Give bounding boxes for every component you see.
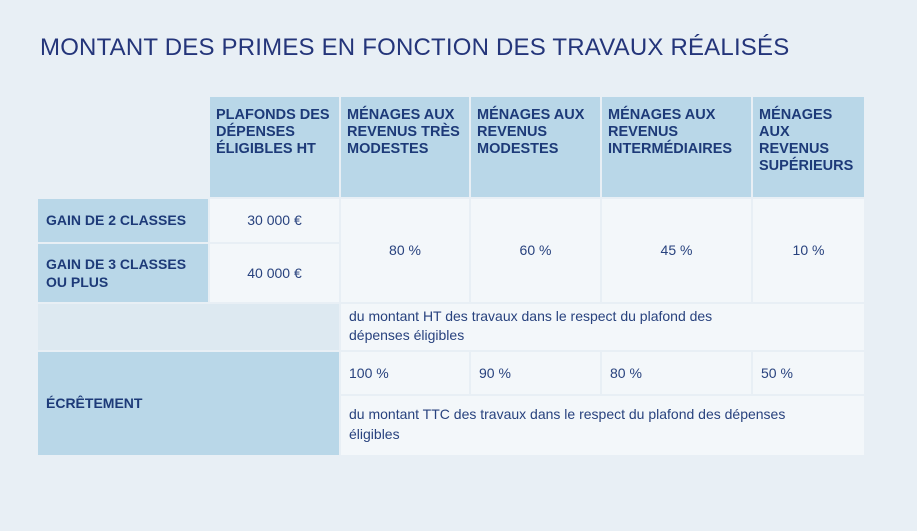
rate-tres-modestes: 80 % <box>341 199 469 302</box>
plafond-gain-3: 40 000 € <box>210 244 339 302</box>
ecretement-modestes: 90 % <box>471 352 600 394</box>
header-plafonds: PLAFONDS DES DÉPENSES ÉLIGIBLES HT <box>210 97 339 197</box>
header-modestes: MÉNAGES AUX REVENUS MODESTES <box>471 97 600 197</box>
header-tres-modestes: MÉNAGES AUX REVENUS TRÈS MODESTES <box>341 97 469 197</box>
plafond-gain-2: 30 000 € <box>210 199 339 242</box>
row-label-ecretement: ÉCRÊTEMENT <box>38 352 339 455</box>
row-label-gain-3: GAIN DE 3 CLASSES OU PLUS <box>38 244 208 302</box>
row-label-gain-2: GAIN DE 2 CLASSES <box>38 199 208 242</box>
ecretement-superieurs: 50 % <box>753 352 864 394</box>
ecretement-note: du montant TTC des travaux dans le respe… <box>341 396 864 455</box>
rates-note: du montant HT des travaux dans le respec… <box>341 304 864 350</box>
rate-superieurs: 10 % <box>753 199 864 302</box>
ecretement-intermediaires: 80 % <box>602 352 751 394</box>
empty-note-cell <box>38 304 339 350</box>
primes-table: PLAFONDS DES DÉPENSES ÉLIGIBLES HT MÉNAG… <box>38 97 864 457</box>
ecretement-tres-modestes: 100 % <box>341 352 469 394</box>
rate-intermediaires: 45 % <box>602 199 751 302</box>
page-title: MONTANT DES PRIMES EN FONCTION DES TRAVA… <box>40 34 790 61</box>
header-intermediaires: MÉNAGES AUX REVENUS INTERMÉDIAIRES <box>602 97 751 197</box>
rate-modestes: 60 % <box>471 199 600 302</box>
header-superieurs: MÉNAGES AUX REVENUS SUPÉRIEURS <box>753 97 864 197</box>
empty-corner-cell <box>38 97 208 197</box>
